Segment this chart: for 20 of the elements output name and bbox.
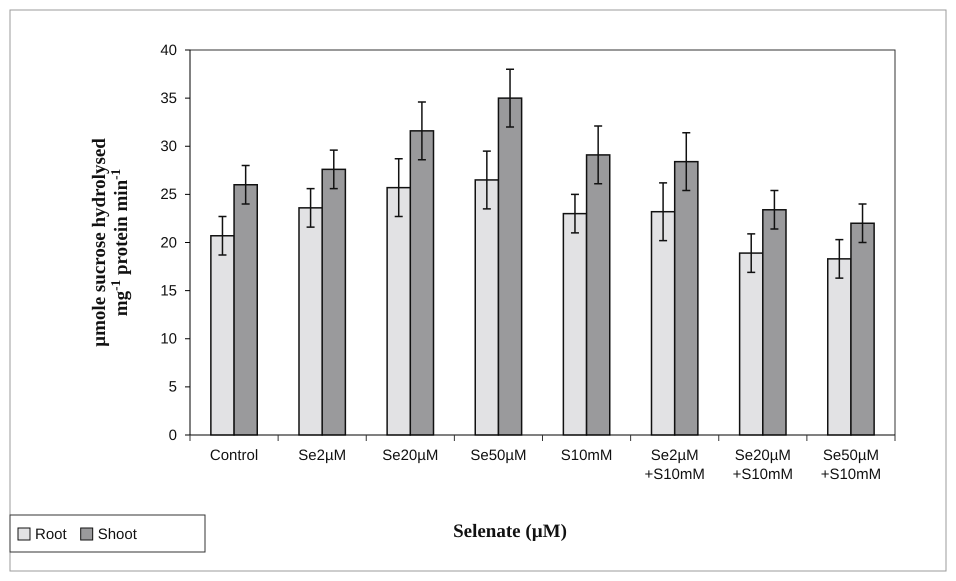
x-tick-label: Se50µM +S10mM	[820, 447, 882, 483]
y-tick-label: 15	[160, 282, 177, 300]
legend-label: Root	[35, 526, 68, 543]
x-tick-label: S10mM	[560, 447, 612, 464]
y-tick-label: 30	[160, 138, 177, 156]
x-tick-label: Se50µM	[470, 447, 527, 464]
y-tick-label: 20	[160, 234, 177, 252]
x-tick-label: Se2µM +S10mM	[644, 447, 705, 483]
y-tick-label: 0	[168, 426, 177, 444]
x-axis-title: Selenate (µM)	[453, 521, 567, 542]
x-tick-label: Se2µM	[298, 447, 346, 464]
x-tick-label: Se20µM +S10mM	[732, 447, 794, 483]
y-tick-label: 5	[168, 378, 177, 396]
legend-label: Shoot	[98, 526, 138, 543]
y-tick-label: 25	[160, 186, 177, 204]
x-tick-label: Control	[210, 447, 258, 464]
y-tick-label: 40	[160, 42, 177, 59]
y-tick-label: 35	[160, 90, 177, 107]
y-tick-label: 10	[160, 330, 177, 348]
x-tick-label: Se20µM	[382, 447, 438, 464]
